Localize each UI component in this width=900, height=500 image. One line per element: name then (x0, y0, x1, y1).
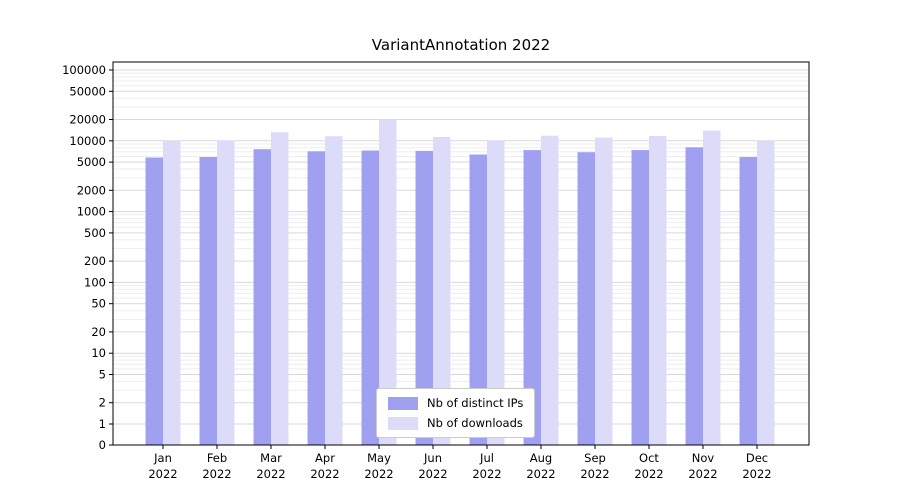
y-tick-label: 0 (99, 438, 106, 452)
y-tick-label: 5 (99, 368, 106, 382)
bar-may-distinct-ips (361, 150, 379, 445)
y-tick-label: 1 (99, 417, 106, 431)
bar-jan-distinct-ips (145, 157, 163, 445)
x-tick-label-year: 2022 (526, 467, 555, 481)
y-tick-label: 10000 (69, 134, 106, 148)
bar-jan-downloads (163, 140, 181, 446)
x-tick-label-month: Mar (260, 451, 282, 465)
y-tick-label: 1000 (77, 205, 106, 219)
x-tick-label-month: Oct (639, 451, 659, 465)
legend-label-distinct-ips: Nb of distinct IPs (427, 396, 524, 410)
y-tick-label: 20 (91, 325, 106, 339)
bar-apr-downloads (325, 136, 343, 445)
x-tick-label-month: Sep (584, 451, 606, 465)
x-tick-label-year: 2022 (148, 467, 177, 481)
x-tick-label-month: Apr (315, 451, 335, 465)
legend-item-distinct-ips: Nb of distinct IPs (388, 396, 523, 410)
bar-oct-distinct-ips (631, 150, 649, 445)
x-tick-label-year: 2022 (472, 467, 501, 481)
x-tick-label-year: 2022 (418, 467, 447, 481)
x-tick-label-year: 2022 (688, 467, 717, 481)
x-tick-label-month: Nov (692, 451, 715, 465)
x-tick-label-month: May (367, 451, 391, 465)
bar-mar-distinct-ips (253, 149, 271, 445)
bar-jun-downloads (433, 137, 451, 445)
legend-item-downloads: Nb of downloads (388, 416, 523, 430)
y-tick-label: 100 (84, 275, 106, 289)
y-tick-label: 5000 (77, 155, 106, 169)
bar-jul-distinct-ips (469, 154, 487, 445)
bar-apr-distinct-ips (307, 151, 325, 446)
legend: Nb of distinct IPs Nb of downloads (376, 388, 536, 438)
legend-swatch-downloads-icon (388, 416, 418, 430)
x-tick-label-year: 2022 (580, 467, 609, 481)
x-tick-label-year: 2022 (310, 467, 339, 481)
x-tick-label-month: Jul (479, 451, 494, 465)
y-tick-label: 2000 (77, 183, 106, 197)
y-tick-label: 50 (91, 297, 106, 311)
y-tick-label: 100000 (62, 63, 106, 77)
bar-jul-downloads (487, 140, 505, 445)
x-tick-label-year: 2022 (256, 467, 285, 481)
bar-nov-downloads (703, 130, 721, 445)
x-tick-label-year: 2022 (634, 467, 663, 481)
x-tick-label-month: Aug (530, 451, 552, 465)
bar-jun-distinct-ips (415, 150, 433, 445)
bar-mar-downloads (271, 132, 289, 446)
legend-label-downloads: Nb of downloads (427, 416, 523, 430)
chart-title: VariantAnnotation 2022 (371, 36, 551, 54)
bar-aug-distinct-ips (523, 150, 541, 445)
bar-sep-distinct-ips (577, 152, 595, 445)
y-tick-label: 50000 (69, 84, 106, 98)
y-tick-label: 500 (84, 226, 106, 240)
bar-nov-distinct-ips (685, 147, 703, 446)
y-tick-label: 10 (91, 346, 106, 360)
bar-dec-distinct-ips (739, 157, 757, 445)
y-tick-label: 2 (99, 396, 106, 410)
x-tick-label-year: 2022 (202, 467, 231, 481)
x-tick-label-year: 2022 (742, 467, 771, 481)
y-tick-label: 200 (84, 254, 106, 268)
x-tick-label-month: Jun (423, 451, 442, 465)
bar-feb-distinct-ips (199, 157, 217, 445)
bar-sep-downloads (595, 137, 613, 445)
legend-swatch-distinct-ips-icon (388, 396, 418, 410)
x-tick-label-month: Jan (153, 451, 172, 465)
bar-feb-downloads (217, 140, 235, 445)
x-tick-label-year: 2022 (364, 467, 393, 481)
bar-may-downloads (379, 119, 397, 445)
bar-dec-downloads (757, 140, 775, 446)
x-tick-label-month: Feb (207, 451, 227, 465)
bar-oct-downloads (649, 136, 667, 445)
plot-frame (112, 61, 810, 446)
y-tick-label: 20000 (69, 113, 106, 127)
bar-aug-downloads (541, 135, 559, 445)
x-tick-label-month: Dec (746, 451, 768, 465)
